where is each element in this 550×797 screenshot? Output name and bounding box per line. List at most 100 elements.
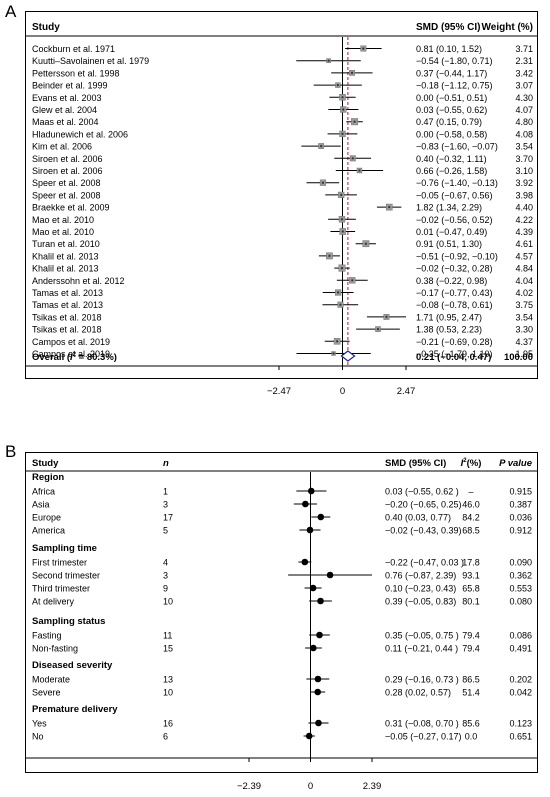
study-weight: 3.98 xyxy=(515,190,533,200)
study-point xyxy=(321,181,325,184)
subgroup-ci-text: 0.29 (−0.16, 0.73 ) xyxy=(385,675,459,685)
study-label: Pettersson et al. 1998 xyxy=(32,68,120,78)
subgroup-point xyxy=(316,631,323,639)
study-ci-text: 0.40 (−0.32, 1.11) xyxy=(416,154,487,164)
study-point xyxy=(351,157,354,160)
study-point xyxy=(376,328,380,331)
header-weight-a: Weight (%) xyxy=(482,22,533,33)
study-ci-text: −0.35 (−1.79, 1.10) xyxy=(416,349,493,359)
study-weight: 4.84 xyxy=(515,264,533,274)
subgroup-point xyxy=(314,688,322,696)
subgroup-point xyxy=(317,597,324,605)
study-ci-text: −0.02 (−0.32, 0.28) xyxy=(416,264,493,274)
study-label: Campos et al. 2019 xyxy=(32,349,110,359)
header-n-b: n xyxy=(163,458,169,469)
subgroup-point xyxy=(315,719,322,727)
subgroup-p-value: 0.651 xyxy=(509,732,532,742)
header-study-b: Study xyxy=(32,458,59,469)
study-weight: 3.30 xyxy=(515,325,533,335)
study-point xyxy=(336,84,339,87)
study-label: Khalil et al. 2013 xyxy=(32,264,99,274)
study-weight: 4.61 xyxy=(515,239,533,249)
study-label: Braekke et al. 2009 xyxy=(32,203,110,213)
study-point xyxy=(340,218,344,221)
subgroup-i2: 46.0 xyxy=(462,500,480,510)
subgroup-i2: 85.6 xyxy=(462,719,480,729)
subgroup-ci-text: 0.03 (−0.55, 0.62 ) xyxy=(385,487,459,497)
subgroup-p-value: 0.123 xyxy=(509,719,532,729)
study-point xyxy=(332,352,335,355)
study-weight: 4.40 xyxy=(515,203,533,213)
study-point xyxy=(341,230,344,233)
subgroup-n: 17 xyxy=(163,513,173,523)
subgroup-p-value: 0.080 xyxy=(509,597,532,607)
study-point xyxy=(388,206,391,209)
study-point xyxy=(342,108,345,111)
subgroup-n: 13 xyxy=(163,675,173,685)
study-point xyxy=(340,267,344,270)
study-weight: 1.95 xyxy=(515,349,533,359)
subgroup-label: Non-fasting xyxy=(32,644,78,654)
study-ci-text: 1.82 (1.34, 2.29) xyxy=(416,203,482,213)
study-label: Tamas et al. 2013 xyxy=(32,300,103,310)
overall-label: Overall (I2 = 80.3%) xyxy=(32,352,117,363)
study-ci-text: 0.91 (0.51, 1.30) xyxy=(416,239,482,249)
study-point xyxy=(350,71,354,74)
study-label: Turan et al. 2010 xyxy=(32,239,100,249)
study-label: Anderssohn et al. 2012 xyxy=(32,276,125,286)
x-tick-label: −2.47 xyxy=(267,386,291,397)
subgroup-i2: 84.2 xyxy=(462,513,480,523)
subgroup-ci-text: −0.05 (−0.27, 0.17) xyxy=(385,732,462,742)
subgroup-point xyxy=(314,675,322,683)
panel-a-frame xyxy=(25,11,538,379)
subgroup-ci-text: −0.22 (−0.47, 0.03 ) xyxy=(385,558,464,568)
study-label: Mao et al. 2010 xyxy=(32,227,94,237)
study-label: Mao et al. 2010 xyxy=(32,215,94,225)
x-tick-label: 0 xyxy=(340,386,345,397)
study-point xyxy=(336,340,339,343)
subgroup-ci-text: 0.28 (0.02, 0.57) xyxy=(385,688,451,698)
header-i2-b: I2(%) xyxy=(461,458,482,469)
study-weight: 4.80 xyxy=(515,117,533,127)
subgroup-i2: 65.8 xyxy=(462,584,480,594)
subgroup-label: No xyxy=(32,732,44,742)
study-label: Speer et al. 2008 xyxy=(32,190,101,200)
subgroup-ci-text: 0.35 (−0.05, 0.75 ) xyxy=(385,631,459,641)
study-ci-text: 0.03 (−0.55, 0.62) xyxy=(416,105,487,115)
subgroup-i2: 79.4 xyxy=(462,631,480,641)
subgroup-label: Yes xyxy=(32,719,47,729)
subgroup-n: 3 xyxy=(163,571,168,581)
study-weight: 3.07 xyxy=(515,81,533,91)
study-weight: 4.39 xyxy=(515,227,533,237)
subgroup-p-value: 0.491 xyxy=(509,644,532,654)
study-weight: 4.37 xyxy=(515,337,533,347)
study-ci-text: −0.02 (−0.56, 0.52) xyxy=(416,215,493,225)
subgroup-p-value: 0.036 xyxy=(509,513,532,523)
study-label: Kuutti–Savolainen et al. 1979 xyxy=(32,56,149,66)
study-point xyxy=(351,279,354,282)
study-point xyxy=(320,145,323,148)
x-tick-label: 2.47 xyxy=(397,386,416,397)
study-ci-text: 0.00 (−0.58, 0.58) xyxy=(416,129,487,139)
header-study-a: Study xyxy=(32,22,60,33)
study-label: Tsikas et al. 2018 xyxy=(32,312,102,322)
study-point xyxy=(364,242,367,245)
study-weight: 3.92 xyxy=(515,178,533,188)
study-label: Kim et al. 2006 xyxy=(32,142,92,152)
study-point xyxy=(341,132,344,135)
study-point xyxy=(327,59,330,62)
subgroup-i2: 86.5 xyxy=(462,675,480,685)
subgroup-heading: Sampling time xyxy=(32,543,97,554)
subgroup-heading: Diseased severity xyxy=(32,660,113,671)
subgroup-label: America xyxy=(32,526,65,536)
subgroup-label: At delivery xyxy=(32,597,75,607)
overall-weight: 100.00 xyxy=(504,352,533,363)
study-ci-text: −0.18 (−1.12, 0.75) xyxy=(416,81,493,91)
panel-b-letter: B xyxy=(5,442,17,461)
subgroup-ci-text: −0.20 (−0.65, 0.25) xyxy=(385,500,462,510)
study-point xyxy=(385,315,388,318)
study-label: Hladunewich et al. 2006 xyxy=(32,129,128,139)
subgroup-label: Severe xyxy=(32,688,61,698)
study-label: Khalil et al. 2013 xyxy=(32,251,99,261)
